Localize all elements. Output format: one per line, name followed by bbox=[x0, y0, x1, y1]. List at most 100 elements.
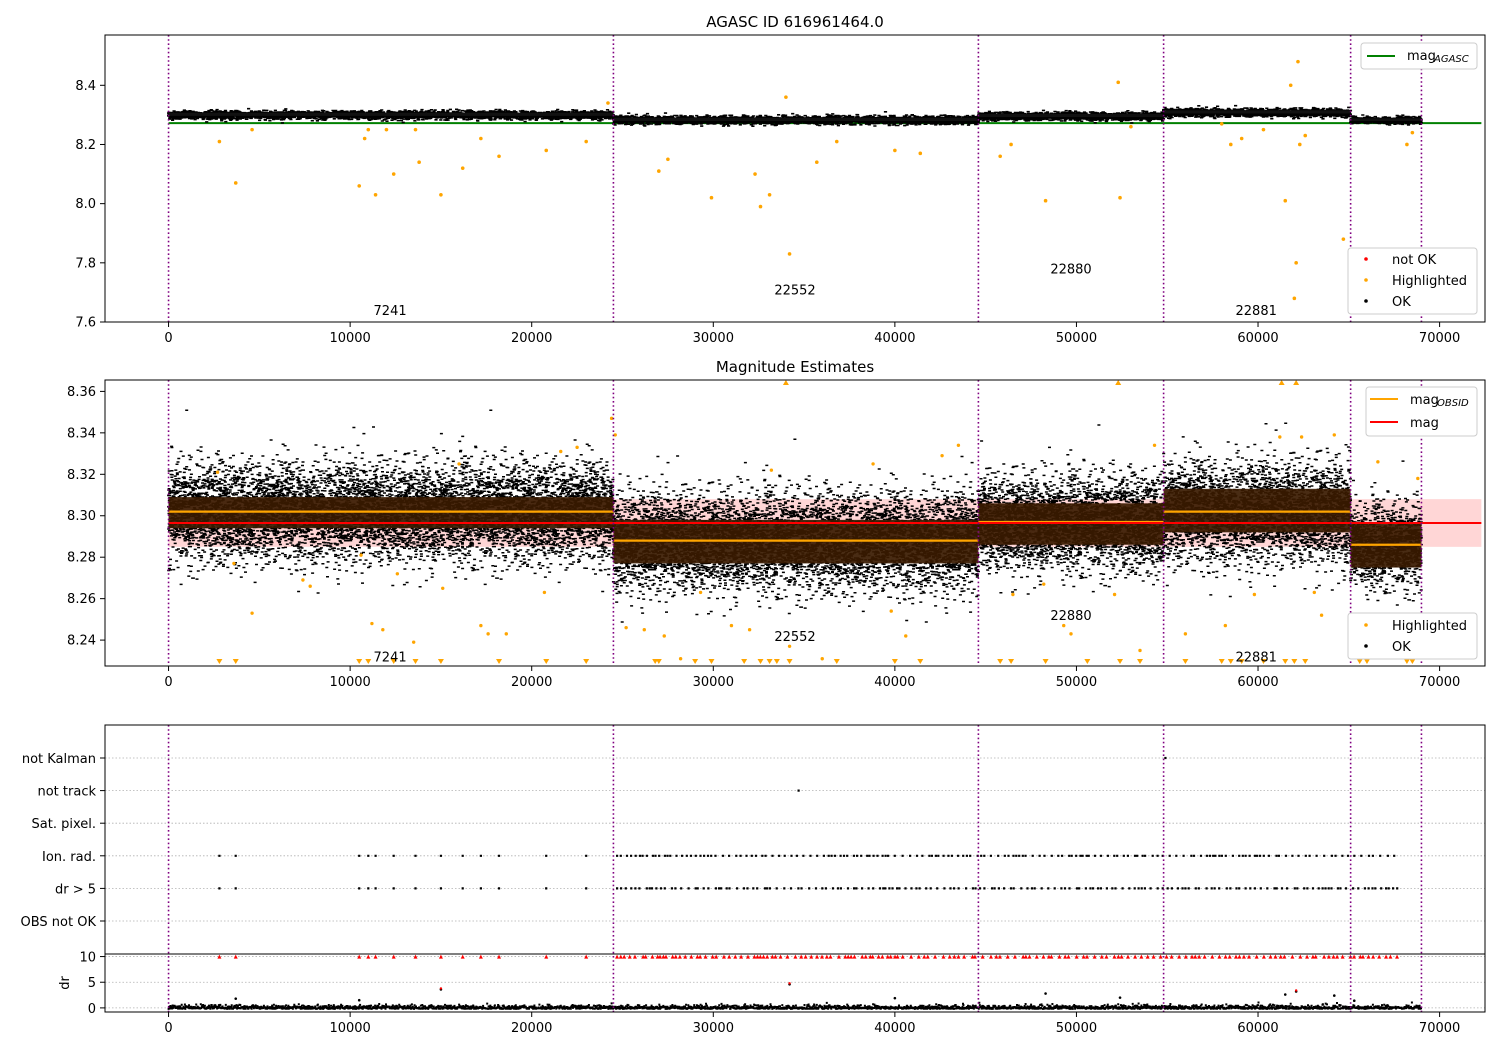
highlighted-point bbox=[486, 632, 490, 636]
offscale-low-marker bbox=[496, 659, 503, 664]
legend-highlighted-2: Highlighted bbox=[1392, 619, 1467, 634]
highlighted-point bbox=[215, 470, 220, 474]
offscale-low-marker bbox=[1137, 659, 1143, 664]
legend-highlighted: Highlighted bbox=[1392, 274, 1467, 289]
highlighted-point bbox=[698, 590, 703, 595]
dr-outlier bbox=[1283, 993, 1287, 996]
x-tick-label: 30000 bbox=[693, 675, 734, 690]
y-tick-label: 8.24 bbox=[67, 634, 96, 649]
offscale-low-marker bbox=[390, 659, 397, 664]
highlighted-point bbox=[308, 584, 312, 588]
offscale-low-marker bbox=[766, 659, 773, 664]
offscale-low-marker bbox=[1302, 659, 1309, 664]
dr-clipped-markers bbox=[217, 954, 1400, 959]
dr-axis-label: dr bbox=[58, 976, 73, 990]
highlighted-point bbox=[666, 157, 670, 162]
dr-outlier bbox=[893, 996, 897, 1000]
highlighted-point bbox=[301, 578, 305, 582]
offscale-low-marker bbox=[757, 659, 764, 664]
x-tick-label: 70000 bbox=[1419, 675, 1460, 690]
highlighted-point bbox=[1011, 592, 1015, 597]
x-tick-label: 0 bbox=[164, 1021, 172, 1036]
highlighted-point bbox=[1261, 127, 1266, 132]
highlighted-point bbox=[362, 136, 367, 141]
x-tick-label: 30000 bbox=[693, 331, 734, 346]
flag-points bbox=[797, 789, 800, 792]
highlighted-point bbox=[370, 621, 374, 626]
highlighted-point bbox=[642, 628, 646, 632]
highlighted-point bbox=[889, 609, 893, 613]
highlighted-point bbox=[1062, 623, 1066, 628]
highlighted-point bbox=[784, 95, 788, 99]
offscale-low-marker bbox=[1282, 659, 1289, 664]
highlighted-point bbox=[232, 561, 236, 566]
highlighted-point bbox=[1288, 83, 1293, 88]
dr-outlier bbox=[1118, 996, 1122, 999]
legend-mag-obsid-subscript: OBSID bbox=[1437, 398, 1469, 409]
y-tick-label: 8.2 bbox=[75, 138, 96, 153]
obsid-label: 22552 bbox=[774, 283, 815, 298]
ok-points-band bbox=[168, 112, 614, 116]
x-tick-label: 20000 bbox=[511, 331, 552, 346]
highlighted-point bbox=[1118, 195, 1122, 200]
highlighted-point bbox=[1112, 592, 1117, 597]
flag-points bbox=[218, 887, 1399, 890]
x-tick-label: 60000 bbox=[1237, 331, 1278, 346]
highlighted-point bbox=[1294, 261, 1298, 265]
dr-outlier bbox=[234, 997, 238, 1000]
x-tick-label: 50000 bbox=[1056, 1021, 1097, 1036]
highlighted-point bbox=[250, 127, 254, 132]
highlighted-point bbox=[1332, 433, 1336, 437]
ok-points-band bbox=[1350, 118, 1422, 121]
x-tick-label: 70000 bbox=[1419, 1021, 1460, 1036]
panel-title-magnitude-estimates: Magnitude Estimates bbox=[716, 358, 874, 376]
offscale-low-marker bbox=[365, 659, 372, 664]
highlighted-point bbox=[373, 192, 378, 197]
estimates-legend-bottom: Highlighted OK bbox=[1347, 612, 1478, 660]
dr-points bbox=[167, 1001, 1423, 1010]
highlighted-point bbox=[1376, 460, 1380, 464]
flags-plot-area: not Kalman not track Sat. pixel. Ion. rad. d… bbox=[21, 724, 1486, 1036]
y-tick-label: 8.36 bbox=[67, 385, 96, 400]
highlighted-point bbox=[395, 572, 400, 576]
ok-points bbox=[976, 424, 1165, 595]
highlighted-point bbox=[439, 192, 443, 197]
highlighted-point bbox=[417, 160, 421, 165]
ok-points-band bbox=[978, 113, 1164, 118]
highlighted-point bbox=[1410, 130, 1415, 135]
highlighted-point bbox=[559, 449, 563, 454]
obsid-label: 22880 bbox=[1050, 609, 1091, 624]
y-tick-label: 8.30 bbox=[67, 509, 96, 524]
highlighted-point bbox=[1152, 443, 1157, 447]
highlighted-point bbox=[814, 160, 819, 165]
highlighted-point bbox=[1138, 648, 1142, 653]
highlighted-point bbox=[1252, 592, 1257, 597]
highlighted-point bbox=[613, 433, 617, 437]
highlighted-point bbox=[1297, 142, 1302, 147]
offscale-low-marker bbox=[232, 659, 239, 664]
highlighted-point bbox=[1283, 198, 1288, 203]
dr-notok-point bbox=[439, 987, 443, 990]
legend-mag-agasc-label: mag bbox=[1407, 49, 1436, 64]
highlighted-point bbox=[624, 625, 628, 630]
highlighted-point bbox=[1043, 198, 1048, 203]
flag-row-label: dr > 5 bbox=[55, 882, 96, 897]
highlighted-point bbox=[820, 657, 824, 661]
highlighted-point bbox=[904, 634, 908, 638]
legend-mag-label: mag bbox=[1410, 416, 1439, 431]
highlighted-point bbox=[662, 634, 666, 638]
agasc-data-layer bbox=[167, 59, 1482, 301]
highlighted-point bbox=[606, 101, 610, 105]
x-tick-label: 0 bbox=[164, 331, 172, 346]
flags-panel: not Kalman not track Sat. pixel. Ion. rad. d… bbox=[21, 724, 1486, 1036]
offscale-high-marker bbox=[782, 380, 789, 385]
highlighted-point bbox=[1341, 237, 1346, 241]
ok-points-band bbox=[1163, 110, 1351, 114]
highlighted-point bbox=[381, 628, 385, 632]
ok-points-band bbox=[613, 117, 979, 121]
highlighted-point bbox=[384, 127, 389, 132]
dr-tick-label: 10 bbox=[79, 951, 96, 966]
highlighted-point bbox=[1405, 142, 1409, 147]
highlighted-point bbox=[609, 416, 614, 421]
panel-title-agasc: AGASC ID 616961464.0 bbox=[706, 13, 884, 31]
